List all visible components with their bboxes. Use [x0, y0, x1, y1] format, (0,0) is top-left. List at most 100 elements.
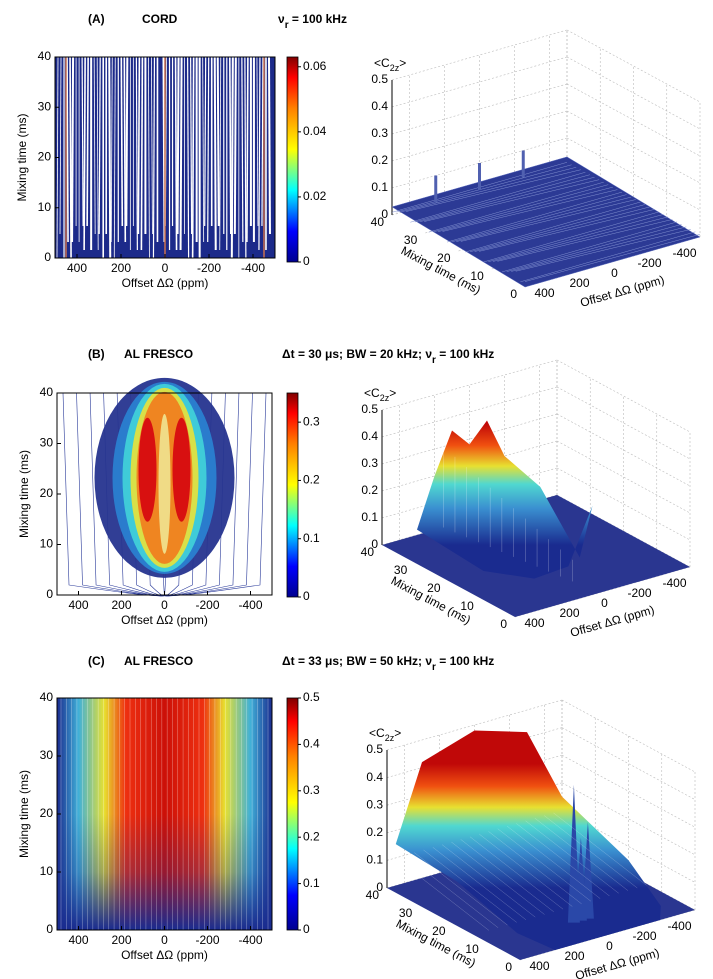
contour-center: [158, 413, 171, 554]
contour-stripe: [120, 56, 124, 227]
x-axis-label: Offset ΔΩ (ppm): [579, 273, 666, 310]
x-tick-label: -200: [632, 929, 656, 943]
colorbar: [286, 56, 299, 263]
x-tick-label: 400: [68, 598, 88, 612]
surface-ridge: [515, 229, 691, 272]
panel-label: (A): [88, 12, 105, 26]
contour-stripe: [261, 56, 264, 227]
contour-stripe: [83, 56, 86, 251]
colorbar-tick-label: 0: [303, 254, 310, 268]
text-part: r: [285, 20, 289, 31]
z-grid-line: [556, 467, 691, 541]
contour-line: [164, 392, 267, 597]
y-tick-label: 20: [38, 150, 52, 164]
contour-stripe: [86, 56, 89, 227]
panel-label: (B): [88, 347, 105, 361]
panel-params: Δt = 33 μs; BW = 50 kHz; νr = 100 kHz: [282, 654, 494, 673]
z-tick-label: 0.4: [366, 770, 383, 784]
colorbar-tick-label: 0.2: [303, 473, 320, 487]
text-part: ν: [425, 347, 432, 361]
z-grid-line: [566, 110, 701, 184]
colorbar-tick-label: 0.04: [303, 124, 327, 138]
text-part: Δt = 33 μs; BW = 50 kHz;: [282, 654, 425, 668]
y-tick-label: 40: [371, 215, 385, 229]
colorbar-tick-label: 0.2: [303, 829, 320, 843]
surface-ridge: [488, 831, 582, 905]
text-part: ν: [425, 654, 432, 668]
surface-ridge: [437, 186, 613, 232]
surface-ridge: [506, 224, 682, 272]
x-tick-label: -400: [238, 933, 262, 947]
contour-stripe: [137, 56, 141, 235]
x-tick-label: 200: [111, 261, 131, 275]
contour-stripe: [187, 56, 190, 259]
surface: [391, 156, 701, 288]
x-tick-label: -200: [195, 933, 219, 947]
contour-stripe: [179, 56, 183, 251]
surface-ridge: [511, 226, 687, 272]
y-tick-label: 0: [500, 617, 507, 631]
surface-ridge: [534, 817, 629, 891]
z-axis-label: <C2z>: [369, 726, 401, 743]
colorbar-tick-label: 0.1: [303, 876, 320, 890]
surface-ridge: [465, 201, 641, 253]
surface-ridge: [525, 820, 619, 894]
z-grid-line: [566, 83, 701, 157]
y-axis-label: Mixing time (ms): [17, 450, 31, 538]
x-tick-label: -400: [241, 261, 265, 275]
x-tick-label: -400: [672, 246, 696, 260]
y-tick-label: 20: [432, 924, 446, 938]
surface-ridge: [469, 836, 564, 910]
surface-ridge: [516, 823, 610, 897]
contour-stripe: [230, 56, 234, 259]
x-axis-label: Offset ΔΩ (ppm): [122, 276, 209, 290]
colorbar-tick-label: 0.5: [303, 690, 320, 704]
colorbar: [286, 697, 299, 931]
surface-ridge: [451, 841, 545, 915]
contour-stripe: [98, 56, 101, 235]
surface-ridge: [405, 169, 581, 212]
colorbar-tick-label: 0.4: [303, 737, 320, 751]
contour-stripe: [66, 56, 69, 243]
text-part: <C: [374, 56, 390, 70]
y-tick-label: 20: [40, 486, 54, 500]
x-tick-label: 200: [564, 949, 584, 963]
contour-stripe: [71, 56, 75, 243]
contour-stripe: [148, 56, 150, 259]
contour-stripe: [151, 56, 153, 235]
x-tick-label: -200: [197, 261, 221, 275]
surface-ridge: [423, 849, 517, 923]
contour-stripe: [258, 56, 261, 251]
contour-peak: [138, 417, 157, 522]
x-tick-label: 0: [606, 939, 613, 953]
z-grid-line: [566, 29, 701, 103]
colorbar: [286, 392, 299, 598]
x-tick-label: -200: [637, 256, 661, 270]
z-grid-line: [561, 727, 696, 800]
y-tick-label: 20: [427, 581, 441, 595]
surface-ridge: [460, 839, 554, 912]
z-grid-line: [556, 440, 691, 514]
z-grid-line: [556, 386, 691, 460]
surface-ridge: [446, 191, 623, 243]
surface-ridge: [492, 216, 668, 262]
z-tick-label: 0.2: [361, 483, 378, 497]
z-grid-line: [556, 359, 691, 433]
text-part: <C: [369, 726, 385, 740]
x-tick-label: 0: [601, 596, 608, 610]
surface: [417, 420, 593, 579]
surface-ridge: [404, 855, 499, 928]
y-tick-label: 20: [40, 806, 54, 820]
y-tick-label: 10: [38, 200, 52, 214]
x-tick-label: 400: [534, 286, 554, 300]
z-grid-line: [561, 782, 696, 856]
contour-stripe: [110, 56, 113, 243]
x-tick-label: 0: [611, 266, 618, 280]
surface-ridge: [419, 176, 595, 223]
surface-ridge: [401, 167, 577, 213]
surface-ridge: [396, 164, 572, 213]
y-tick-label: 30: [399, 906, 413, 920]
z-tick-label: 0.4: [361, 429, 378, 443]
y-tick-label: 20: [437, 251, 451, 265]
